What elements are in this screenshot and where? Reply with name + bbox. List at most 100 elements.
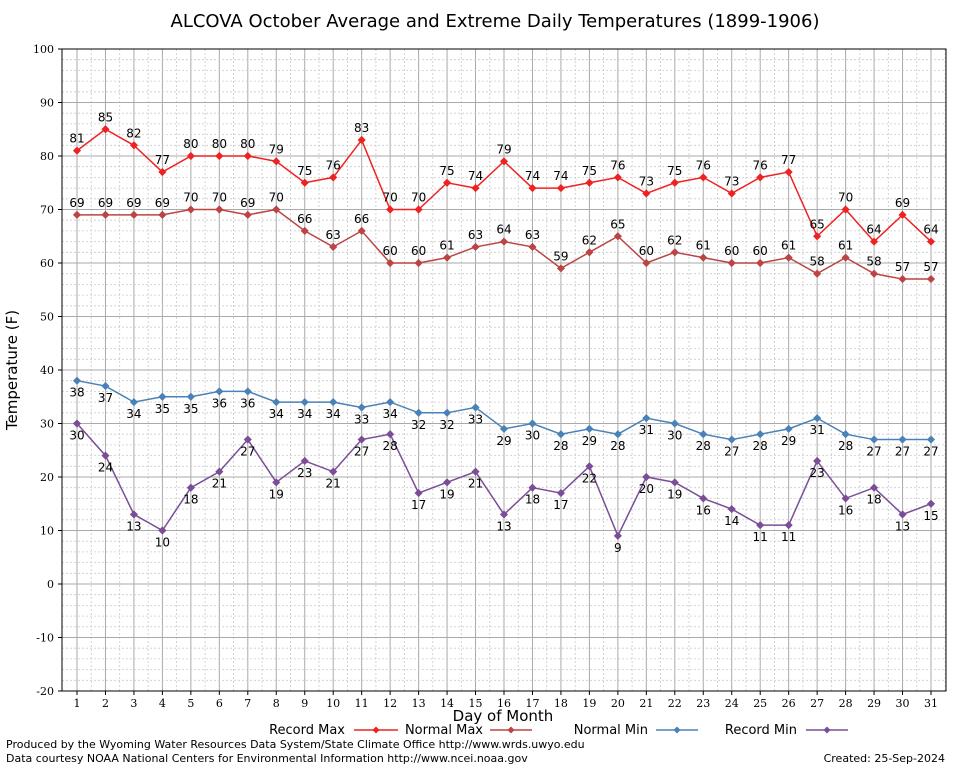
data-label: 35: [183, 402, 198, 416]
data-label: 14: [724, 514, 739, 528]
data-point: [727, 189, 736, 198]
data-label: 75: [667, 164, 682, 178]
data-label: 11: [781, 530, 796, 544]
x-tick-label: 1: [74, 697, 81, 710]
x-tick-label: 19: [582, 697, 596, 710]
series-normal-max: 69 69 69 69 70 70 69 70 66 63 66 60 60 61 63 64 63 59 62 65…: [69, 191, 939, 284]
data-point: [556, 184, 565, 193]
data-point: [528, 184, 537, 193]
data-point: [329, 242, 338, 252]
data-point: [357, 135, 366, 145]
data-label: 21: [468, 477, 483, 491]
data-label: 31: [639, 423, 654, 437]
data-label: 18: [183, 493, 198, 507]
x-tick-label: 4: [159, 697, 166, 710]
data-point: [215, 467, 224, 476]
data-point: [898, 210, 907, 219]
x-tick-label: 20: [611, 697, 625, 710]
data-label: 69: [126, 196, 141, 210]
x-tick-label: 9: [301, 697, 308, 710]
data-point: [499, 424, 509, 433]
data-point: [471, 242, 480, 252]
data-label: 61: [696, 239, 711, 253]
legend-swatch-marker: [372, 726, 380, 734]
data-label: 60: [411, 244, 426, 258]
data-label: 82: [126, 126, 141, 140]
chart-title: ALCOVA October Average and Extreme Daily…: [171, 11, 820, 32]
data-point: [101, 125, 110, 134]
data-label: 36: [212, 396, 227, 410]
data-point: [357, 435, 366, 444]
data-point: [414, 258, 423, 268]
data-point: [329, 467, 338, 476]
data-label: 69: [895, 196, 910, 210]
x-tick-label: 29: [867, 697, 881, 710]
data-point: [898, 510, 907, 519]
data-label: 32: [411, 418, 426, 432]
x-tick-label: 28: [839, 697, 853, 710]
data-label: 61: [838, 239, 853, 253]
data-label: 13: [126, 519, 141, 533]
data-label: 28: [753, 439, 768, 453]
data-point: [272, 157, 281, 166]
data-label: 58: [866, 255, 881, 269]
x-tick-label: 7: [244, 697, 251, 710]
data-point: [813, 232, 822, 241]
data-label: 18: [866, 493, 881, 507]
data-point: [386, 430, 395, 439]
data-point: [585, 424, 594, 433]
data-label: 23: [297, 466, 312, 480]
x-tick-label: 16: [497, 697, 511, 710]
data-label: 62: [582, 233, 597, 247]
data-point: [215, 387, 224, 396]
data-point: [613, 430, 622, 439]
data-point: [129, 398, 138, 407]
data-label: 13: [895, 519, 910, 533]
x-tick-label: 30: [896, 697, 910, 710]
data-point: [129, 510, 138, 519]
data-label: 59: [553, 249, 568, 263]
data-label: 63: [525, 228, 540, 242]
data-label: 73: [724, 174, 739, 188]
data-label: 34: [126, 407, 141, 421]
x-tick-label: 31: [924, 697, 938, 710]
x-tick-label: 17: [525, 697, 539, 710]
data-label: 34: [382, 407, 397, 421]
data-point: [699, 173, 708, 182]
data-point: [243, 387, 252, 396]
data-label: 24: [98, 461, 113, 475]
data-point: [499, 157, 509, 166]
data-label: 19: [439, 487, 454, 501]
data-point: [784, 167, 793, 177]
data-label: 64: [496, 223, 511, 237]
data-label: 19: [667, 487, 682, 501]
data-point: [186, 151, 195, 161]
data-label: 57: [923, 260, 938, 274]
data-point: [670, 478, 679, 487]
data-point: [585, 248, 594, 257]
legend-swatch-marker: [823, 726, 831, 734]
data-label: 69: [240, 196, 255, 210]
data-label: 30: [69, 429, 84, 443]
x-tick-label: 25: [753, 697, 767, 710]
data-point: [72, 146, 82, 155]
data-point: [898, 274, 907, 284]
data-point: [272, 398, 281, 407]
x-tick-label: 18: [554, 697, 568, 710]
x-tick-label: 24: [725, 697, 739, 710]
data-point: [386, 398, 395, 407]
data-point: [272, 205, 281, 214]
data-point: [101, 210, 110, 219]
data-label: 83: [354, 121, 369, 135]
x-tick-label: 12: [383, 697, 397, 710]
data-label: 27: [895, 445, 910, 459]
data-label: 64: [923, 223, 938, 237]
legend-item: Record Max: [269, 723, 398, 738]
data-label: 27: [354, 445, 369, 459]
data-label: 77: [781, 153, 796, 167]
data-point: [329, 398, 338, 407]
data-label: 13: [496, 519, 511, 533]
data-point: [101, 451, 110, 460]
data-label: 70: [382, 191, 397, 205]
